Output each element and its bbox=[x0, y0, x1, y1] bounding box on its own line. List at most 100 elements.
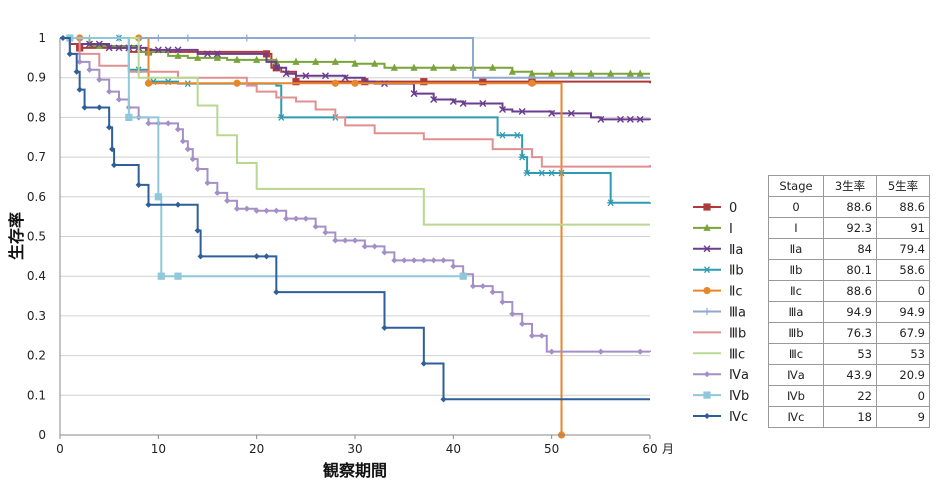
censor-marker bbox=[538, 169, 546, 177]
table-cell-stage: Ⅱa bbox=[768, 238, 824, 260]
censor-marker bbox=[76, 58, 83, 65]
censor-marker bbox=[420, 257, 427, 264]
censor-marker bbox=[528, 332, 536, 339]
legend-marker bbox=[703, 412, 711, 420]
censor-marker bbox=[361, 243, 368, 250]
censor-marker bbox=[194, 53, 202, 61]
x-tick-label: 60 bbox=[642, 442, 657, 456]
legend-marker bbox=[703, 266, 711, 274]
table-row: Ⅰ 92.3 91 bbox=[768, 217, 930, 239]
table-cell-stage: Ⅲb bbox=[768, 322, 824, 344]
censor-marker bbox=[109, 146, 116, 153]
table-cell-3yr: 88.6 bbox=[823, 280, 877, 302]
censor-marker bbox=[626, 115, 634, 123]
censor-marker bbox=[459, 272, 467, 280]
table-header-stage: Stage bbox=[768, 175, 824, 197]
censor-marker bbox=[243, 205, 250, 212]
table-cell-stage: 0 bbox=[768, 196, 824, 218]
legend-marker bbox=[703, 391, 711, 399]
table-cell-stage: Ⅱc bbox=[768, 280, 824, 302]
censor-marker bbox=[204, 179, 211, 186]
censor-marker bbox=[144, 79, 153, 87]
legend-item: Ⅳc bbox=[693, 410, 748, 425]
censor-marker bbox=[371, 243, 378, 250]
table-header-row: Stage 3生率 5生率 bbox=[768, 175, 930, 197]
legend-label: Ⅲc bbox=[729, 347, 745, 362]
table-body: 0 88.6 88.6 Ⅰ 92.3 91 Ⅱa 84 79.4 Ⅱb 80.1 58.6 Ⅱc 88.6… bbox=[768, 196, 930, 428]
censor-marker bbox=[106, 124, 113, 131]
censor-marker bbox=[548, 169, 556, 177]
censor-marker bbox=[523, 169, 531, 177]
table-cell-3yr: 80.1 bbox=[823, 259, 877, 281]
legend-item: Ⅱc bbox=[693, 285, 743, 300]
censor-marker bbox=[410, 257, 418, 264]
censor-marker bbox=[322, 229, 329, 236]
table-header-5yr: 5生率 bbox=[876, 175, 930, 197]
y-tick-label: 0.5 bbox=[27, 230, 46, 244]
censor-marker bbox=[174, 51, 182, 59]
censor-marker bbox=[154, 46, 162, 54]
censor-marker bbox=[518, 107, 526, 115]
censor-marker bbox=[233, 55, 241, 63]
censor-marker bbox=[283, 215, 290, 222]
table-cell-5yr: 53 bbox=[876, 343, 930, 365]
censor-marker bbox=[401, 257, 408, 264]
censor-marker bbox=[213, 53, 221, 61]
censor-marker bbox=[73, 68, 80, 75]
legend-label: Ⅰ bbox=[729, 222, 733, 237]
legend-label: Ⅱa bbox=[729, 243, 743, 258]
censor-marker bbox=[263, 207, 270, 214]
censor-marker bbox=[115, 44, 123, 52]
censor-marker bbox=[341, 74, 349, 82]
legend-label: Ⅳb bbox=[729, 389, 749, 404]
legend-item: Ⅳb bbox=[693, 389, 749, 404]
censor-marker bbox=[213, 50, 221, 58]
legend-item: Ⅳa bbox=[693, 368, 749, 383]
censor-marker bbox=[253, 55, 261, 63]
censor-marker bbox=[174, 272, 182, 280]
legend-marker bbox=[703, 287, 711, 295]
censor-marker bbox=[292, 57, 300, 65]
censor-marker bbox=[597, 348, 604, 355]
censor-marker bbox=[174, 126, 182, 133]
censor-marker bbox=[351, 237, 359, 244]
censor-marker bbox=[567, 109, 575, 117]
series-line bbox=[60, 37, 651, 121]
censor-marker bbox=[253, 207, 260, 214]
censor-marker bbox=[111, 161, 118, 169]
censor-marker bbox=[351, 59, 359, 67]
table-cell-3yr: 76.3 bbox=[823, 322, 877, 344]
censor-marker bbox=[513, 131, 521, 139]
series-line bbox=[60, 37, 464, 278]
censor-marker bbox=[86, 40, 93, 48]
table-cell-5yr: 91 bbox=[876, 217, 930, 239]
legend-item: Ⅰ bbox=[693, 222, 733, 237]
censor-marker bbox=[459, 100, 467, 107]
series-c-10 bbox=[59, 34, 650, 403]
table-cell-3yr: 43.9 bbox=[823, 364, 877, 386]
censor-marker bbox=[194, 227, 201, 234]
censor-marker bbox=[106, 88, 113, 95]
x-tick-label: 40 bbox=[446, 442, 461, 456]
censor-marker bbox=[499, 131, 506, 139]
censor-marker bbox=[277, 113, 285, 121]
censor-marker bbox=[538, 332, 545, 339]
censor-marker bbox=[76, 86, 83, 93]
table-row: Ⅲa 94.9 94.9 bbox=[768, 301, 930, 323]
censor-marker bbox=[272, 64, 280, 72]
censor-marker bbox=[322, 72, 329, 80]
table-row: Ⅳc 18 9 bbox=[768, 406, 930, 428]
table-cell-5yr: 94.9 bbox=[876, 301, 930, 323]
censor-marker bbox=[135, 181, 142, 188]
table-cell-stage: Ⅲa bbox=[768, 301, 824, 323]
censor-marker bbox=[204, 50, 211, 58]
table-cell-3yr: 88.6 bbox=[823, 196, 877, 218]
censor-marker bbox=[381, 324, 388, 331]
censor-marker bbox=[626, 69, 634, 77]
censor-marker bbox=[332, 237, 339, 244]
table-row: Ⅳa 43.9 20.9 bbox=[768, 364, 930, 386]
censor-marker bbox=[312, 223, 319, 230]
censor-marker bbox=[157, 272, 165, 280]
censor-marker bbox=[59, 34, 67, 42]
chart-axes: 00.10.20.30.40.50.60.70.80.910 10 20 30 40 50… bbox=[27, 31, 674, 456]
